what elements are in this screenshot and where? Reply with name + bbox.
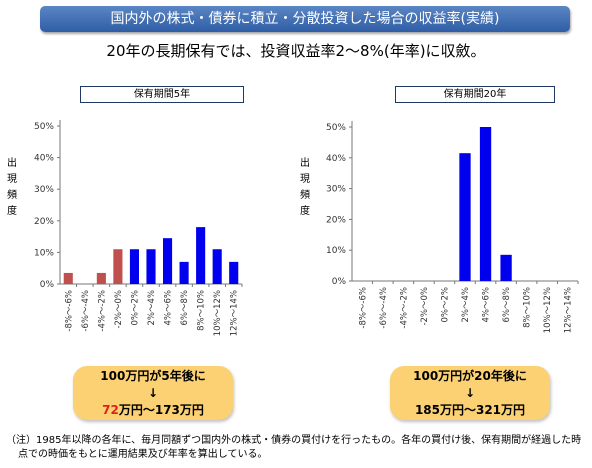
bar-6%〜8% [179, 261, 189, 284]
bar-8%〜10% [196, 227, 206, 284]
x-tick-label: 2%〜4% [147, 290, 157, 325]
x-tick-label: -2%〜0% [420, 287, 430, 326]
x-tick-label: 0%〜2% [440, 287, 450, 322]
x-tick-label: 8%〜10% [197, 290, 207, 331]
y-tick-label: 10% [326, 246, 346, 256]
y-axis-label-5yr: 出現頻度 [6, 156, 18, 220]
bar-6%〜8% [500, 254, 512, 281]
y-axis-label-20yr: 出現頻度 [299, 156, 311, 220]
callout-20yr-arrow: ↓ [464, 386, 476, 400]
x-tick-label: 12%〜14% [564, 287, 574, 333]
y-axis-label-char: 頻 [7, 190, 17, 201]
x-tick-label: -2%〜0% [114, 290, 124, 329]
chart-title-5yr: 保有期間5年 [80, 86, 244, 103]
x-tick-label: 10%〜12% [213, 290, 223, 336]
x-tick-label: 6%〜8% [180, 290, 190, 325]
bar-2%〜4% [146, 249, 156, 284]
x-tick-label: -4%〜-2% [399, 287, 409, 329]
bar-4%〜6% [479, 127, 492, 281]
bar--8%〜-6% [63, 272, 73, 284]
bar--4%〜-2% [96, 272, 106, 284]
callout-5yr-range-rest: 万円〜173万円 [118, 403, 204, 417]
y-tick-label: 0% [40, 280, 55, 290]
x-tick-label: -8%〜-6% [64, 290, 74, 332]
x-tick-label: 8%〜10% [523, 287, 533, 328]
y-axis-label-char: 頻 [300, 190, 310, 201]
x-tick-label: 2%〜4% [461, 287, 471, 322]
x-tick-label: 10%〜12% [543, 287, 553, 333]
bar-2%〜4% [459, 153, 471, 281]
y-tick-label: 10% [34, 248, 54, 258]
y-axis-label-char: 現 [7, 174, 17, 185]
y-tick-label: 20% [326, 215, 346, 225]
y-axis-label-char: 度 [300, 206, 310, 217]
y-axis-label-char: 現 [300, 174, 310, 185]
y-tick-label: 20% [34, 217, 54, 227]
y-tick-label: 0% [332, 277, 347, 287]
callout-5yr-line3: 72万円〜173万円 [73, 402, 233, 419]
x-tick-label: 0%〜2% [130, 290, 140, 325]
page-subtitle: 20年の長期保有では、投資収益率2〜8%(年率)に収斂。 [106, 42, 486, 60]
x-tick-label: -8%〜-6% [358, 287, 368, 329]
bar-12%〜14% [229, 261, 239, 284]
y-axis-label-char: 出 [7, 158, 17, 169]
y-tick-label: 30% [34, 185, 54, 195]
y-tick-label: 30% [326, 185, 346, 195]
x-tick-label: -6%〜-4% [81, 290, 91, 332]
bar-0%〜2% [129, 249, 140, 284]
y-tick-label: 50% [326, 123, 346, 133]
x-tick-label: 6%〜8% [502, 287, 512, 322]
callout-20yr-line1: 100万円が20年後に [413, 369, 527, 383]
callout-5yr: 100万円が5年後に ↓ 72万円〜173万円 [73, 366, 233, 420]
y-axis-label-char: 出 [300, 158, 310, 169]
callout-20yr-line3: 185万円〜321万円 [414, 403, 526, 417]
x-tick-label: 4%〜6% [164, 290, 174, 325]
x-tick-label: 4%〜6% [482, 287, 492, 322]
callout-20yr: 100万円が20年後に ↓ 185万円〜321万円 [390, 366, 550, 420]
callout-5yr-arrow: ↓ [147, 386, 159, 400]
footnote-line1: （注）1985年以降の各年に、毎月同額ずつ国内外の株式・債券の買付けを行ったもの… [6, 435, 582, 446]
chart-title-20yr: 保有期間20年 [395, 86, 555, 103]
bar--2%〜0% [113, 249, 123, 284]
x-tick-label: -4%〜-2% [97, 290, 107, 332]
bar-4%〜6% [162, 238, 173, 284]
y-tick-label: 40% [34, 154, 54, 164]
page-title: 国内外の株式・債券に積立・分散投資した場合の収益率(実績) [40, 6, 570, 32]
y-tick-label: 50% [34, 122, 54, 132]
bar-10%〜12% [212, 249, 222, 284]
y-axis-label-char: 度 [7, 206, 17, 217]
footnote: （注）1985年以降の各年に、毎月同額ずつ国内外の株式・債券の買付けを行ったもの… [6, 434, 590, 462]
x-tick-label: -6%〜-4% [379, 287, 389, 329]
y-tick-label: 40% [326, 154, 346, 164]
x-tick-label: 12%〜14% [230, 290, 240, 336]
callout-5yr-line1: 100万円が5年後に [100, 369, 206, 383]
footnote-line2: 点での時価をもとに運用結果及び年率を算出している。 [18, 449, 268, 460]
callout-5yr-min-value: 72 [102, 403, 119, 417]
